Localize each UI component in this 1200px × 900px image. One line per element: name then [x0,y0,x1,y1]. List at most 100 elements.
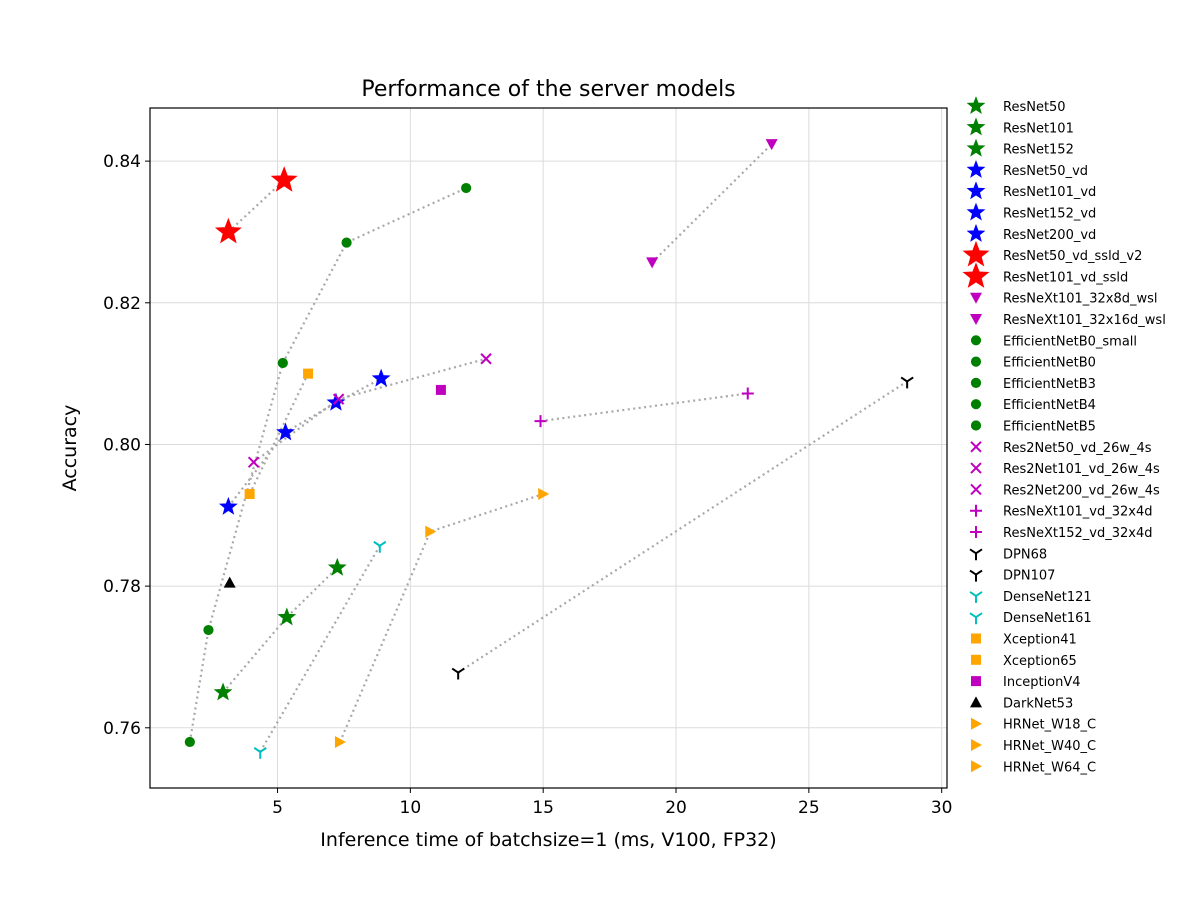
grid-lines [150,108,947,788]
point-resnext152-vd-32x4d [741,387,754,400]
point-resnext101-32x8d-wsl [646,257,659,269]
legend-label-resnet200-vd: ResNet200_vd [1003,228,1096,243]
legend-marker-res2net50-vd-26w-4s [970,441,982,453]
legend-label-resnext152-vd-32x4d: ResNeXt152_vd_32x4d [1003,526,1152,541]
point-resnet50-vd [218,496,238,515]
point-xception41 [244,489,255,500]
connector-resnet-ssld [227,179,285,233]
connector-dpn [457,380,908,674]
legend-label-dpn68: DPN68 [1003,547,1047,562]
point-resnet101-vd-ssld [270,166,298,192]
legend-marker-efficientnetb4 [970,399,982,410]
point-resnet50 [213,682,233,701]
y-axis-label: Accuracy [59,405,81,492]
legend-marker-resnet200-vd [966,223,986,242]
point-densenet121 [253,747,267,759]
legend-label-hrnet-w18-c: HRNet_W18_C [1003,718,1096,733]
x-axis-label: Inference time of batchsize=1 (ms, V100,… [320,829,776,851]
point-hrnet-w40-c [425,525,437,538]
legend-label-efficientnetb3: EfficientNetB3 [1003,377,1096,392]
legend-marker-resnet50-vd [966,159,986,178]
legend: ResNet50 ResNet101 ResNet152 ResNet50_vd Res… [962,96,1166,775]
legend-marker-xception65 [971,654,981,665]
legend-label-efficientnetb0: EfficientNetB0 [1003,356,1096,371]
point-resnet50-vd-ssld-v2 [214,217,242,244]
point-hrnet-w18-c [334,735,346,748]
point-resnet101 [277,607,297,626]
y-tick-label: 0.84 [103,152,141,172]
legend-marker-hrnet-w40-c [971,739,982,751]
y-tick-label: 0.82 [103,294,141,314]
point-efficientnetb0-small [184,736,195,748]
legend-marker-dpn68 [969,548,983,561]
chart-title: Performance of the server models [361,77,735,102]
point-efficientnetb3 [277,357,288,369]
point-inceptionv4 [435,384,446,395]
legend-marker-inceptionv4 [971,676,981,687]
y-tick-label: 0.76 [103,719,141,739]
legend-label-efficientnetb0-small: EfficientNetB0_small [1003,334,1137,349]
point-resnet200-vd [371,368,391,387]
x-tick-label: 15 [532,798,554,818]
legend-marker-res2net200-vd-26w-4s [970,483,982,496]
point-res2net101-vd-26w-4s [332,393,345,405]
legend-marker-resnext101-vd-32x4d [970,504,982,517]
legend-label-xception41: Xception41 [1003,633,1077,648]
legend-label-resnext101-32x16d-wsl: ResNeXt101_32x16d_wsl [1003,313,1166,328]
point-resnext101-vd-32x4d [534,415,547,428]
legend-label-densenet161: DenseNet161 [1003,611,1092,626]
legend-marker-resnext101-32x8d-wsl [970,292,982,304]
point-xception65 [303,368,314,379]
point-dpn107 [900,376,914,389]
x-tick-label: 30 [931,798,953,818]
legend-label-resnext101-32x8d-wsl: ResNeXt101_32x8d_wsl [1003,292,1158,307]
legend-label-resnet50-vd-ssld-v2: ResNet50_vd_ssld_v2 [1003,249,1142,264]
legend-marker-efficientnetb0-small [970,335,982,346]
legend-label-efficientnetb5: EfficientNetB5 [1003,420,1096,435]
point-darknet53 [223,576,236,588]
legend-label-res2net101-vd-26w-4s: Res2Net101_vd_26w_4s [1003,462,1160,477]
legend-label-inceptionv4: InceptionV4 [1003,675,1081,690]
y-tick-label: 0.78 [103,577,141,597]
legend-label-res2net200-vd-26w-4s: Res2Net200_vd_26w_4s [1003,483,1160,498]
legend-marker-resnet152-vd [966,202,986,221]
legend-marker-resnet101-vd [966,181,986,200]
x-tick-label: 10 [400,798,422,818]
legend-marker-efficientnetb5 [970,420,982,431]
point-efficientnetb5 [461,182,472,194]
point-resnet152 [327,557,347,576]
legend-marker-resnet101 [966,117,986,136]
point-efficientnetb4 [341,237,352,248]
legend-label-resnet101-vd-ssld: ResNet101_vd_ssld [1003,270,1128,285]
legend-marker-resnet101-vd-ssld [962,262,990,288]
point-res2net50-vd-26w-4s [247,456,260,468]
point-resnet101-vd [276,422,295,441]
legend-marker-dpn107 [969,569,983,582]
connector-resnext-vd [540,392,748,423]
legend-label-resnet50-vd: ResNet50_vd [1003,164,1088,179]
legend-label-darknet53: DarkNet53 [1003,696,1073,711]
legend-marker-resnet50-vd-ssld-v2 [962,240,990,267]
legend-marker-hrnet-w64-c [971,760,982,773]
axis-ticks: 5 10 15 20 25 30 0.76 0.78 0.80 0.82 0.84 [103,152,952,818]
legend-marker-efficientnetb0 [970,356,982,367]
connector-xception [248,373,310,495]
legend-label-resnet101-vd: ResNet101_vd [1003,185,1096,200]
legend-label-res2net50-vd-26w-4s: Res2Net50_vd_26w_4s [1003,441,1152,456]
family-connector-lines [188,143,908,753]
legend-marker-resnet152 [966,138,986,157]
connector-res2net [252,357,487,464]
data-points [184,139,914,759]
legend-marker-darknet53 [970,696,982,708]
legend-marker-res2net101-vd-26w-4s [970,462,982,474]
connector-hrnet [338,492,544,743]
x-tick-label: 20 [665,798,687,818]
legend-label-hrnet-w64-c: HRNet_W64_C [1003,760,1096,775]
legend-marker-hrnet-w18-c [971,717,982,730]
point-efficientnetb0 [203,624,214,636]
connector-densenet [259,545,381,753]
y-tick-label: 0.80 [103,435,141,455]
point-resnext101-32x16d-wsl [765,139,778,151]
point-res2net200-vd-26w-4s [480,353,492,365]
legend-marker-xception41 [971,633,981,644]
